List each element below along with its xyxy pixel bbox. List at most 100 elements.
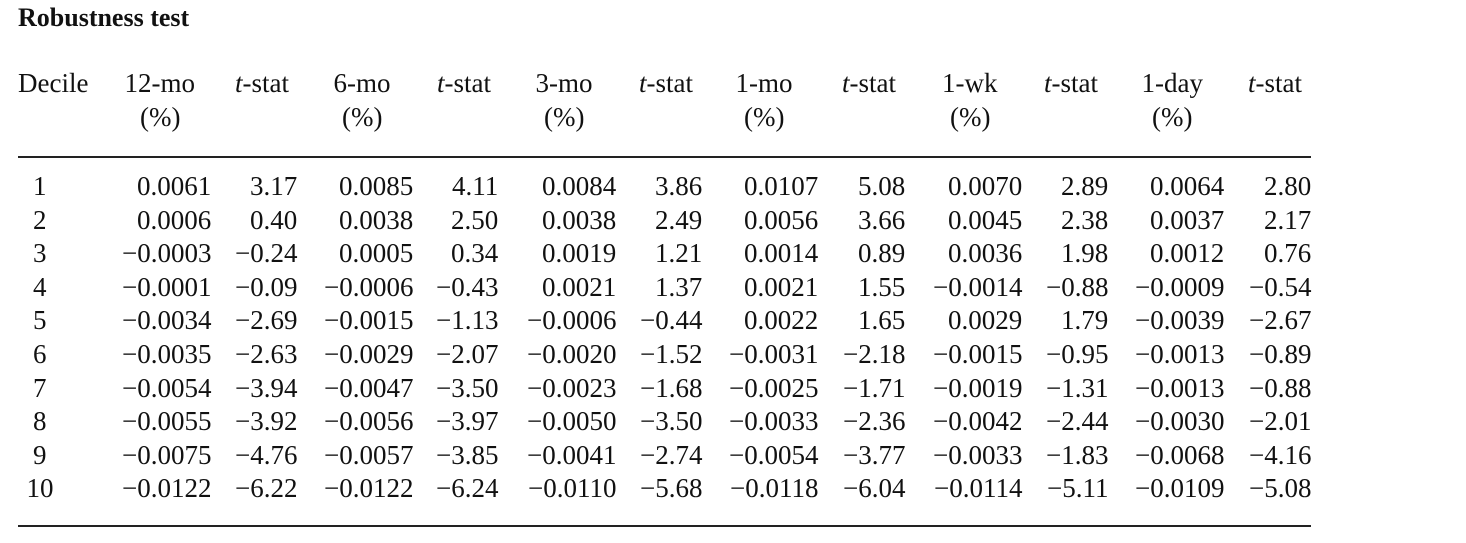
table-cell: 2.17 <box>1264 204 1312 235</box>
table-cell: −0.0009 <box>1135 271 1225 302</box>
table-cell: 0.0012 <box>1150 238 1225 269</box>
table-cell: 0.0070 <box>948 171 1023 201</box>
decile-cell: 6 <box>33 339 47 369</box>
table-cell: −0.0056 <box>324 406 414 437</box>
table-cell: 0.0045 <box>948 204 1023 235</box>
header-rule <box>18 156 1311 158</box>
table-cell: −6.04 <box>843 473 906 504</box>
decile-cell: 9 <box>33 439 47 470</box>
table-cell: −0.0035 <box>122 339 212 369</box>
table-cell: −3.94 <box>235 372 298 403</box>
table-cell: −0.95 <box>1046 339 1109 369</box>
table-cell: −0.88 <box>1046 271 1109 302</box>
table-cell: 1.55 <box>858 271 906 302</box>
table-cell: 0.0029 <box>948 305 1023 336</box>
table-cell: −0.54 <box>1249 271 1312 302</box>
table-cell: −5.68 <box>640 473 703 504</box>
table-cell: −0.0050 <box>527 406 617 437</box>
decile-cell: 8 <box>33 406 47 437</box>
table-cell: −0.0029 <box>324 339 414 369</box>
column-header: t-stat <box>235 68 290 98</box>
table-cell: −0.0033 <box>933 439 1023 470</box>
table-cell: 2.89 <box>1061 171 1109 201</box>
table-title: Robustness test <box>18 3 190 32</box>
table-cell: 0.0036 <box>948 238 1023 269</box>
table-cell: −6.24 <box>436 473 499 504</box>
table-cell: −0.0006 <box>527 305 617 336</box>
column-header-unit: (%) <box>544 102 585 132</box>
column-header-unit: (%) <box>1152 102 1193 132</box>
decile-cell: 5 <box>33 305 47 336</box>
table-cell: −0.0034 <box>122 305 212 336</box>
table-cell: −0.0109 <box>1135 473 1225 504</box>
table-cell: −0.0019 <box>933 372 1023 403</box>
table-cell: 2.38 <box>1061 204 1109 235</box>
table-cell: 3.66 <box>858 204 906 235</box>
table-cell: −3.97 <box>436 406 499 437</box>
table-cell: 0.0064 <box>1150 171 1225 201</box>
table-cell: −2.07 <box>436 339 499 369</box>
table-cell: −2.44 <box>1046 406 1109 437</box>
table-cell: 4.11 <box>452 171 499 201</box>
table-cell: −4.76 <box>235 439 298 470</box>
table-cell: −0.0014 <box>933 271 1023 302</box>
table-cell: −1.52 <box>640 339 703 369</box>
table-cell: −3.92 <box>235 406 298 437</box>
table-cell: −0.0033 <box>729 406 819 437</box>
table-cell: −0.0068 <box>1135 439 1225 470</box>
table-cell: −0.0114 <box>934 473 1023 504</box>
table-cell: −0.24 <box>235 238 298 269</box>
table-cell: −0.0042 <box>933 406 1023 437</box>
bottom-rule <box>18 525 1311 527</box>
table-cell: −0.0006 <box>324 271 414 302</box>
table-cell: 2.80 <box>1264 171 1312 201</box>
table-cell: 0.89 <box>858 238 906 269</box>
table-cell: 0.0084 <box>542 171 617 201</box>
table-cell: 1.21 <box>655 238 703 269</box>
table-cell: 1.98 <box>1061 238 1109 269</box>
decile-cell: 2 <box>33 204 47 235</box>
table-cell: −2.74 <box>640 439 703 470</box>
table-cell: −0.0047 <box>324 372 414 403</box>
table-cell: −0.0122 <box>122 473 212 504</box>
table-cell: −2.18 <box>843 339 906 369</box>
table-cell: 1.37 <box>655 271 703 302</box>
column-header: 12-mo <box>124 68 196 98</box>
column-header: 1-mo <box>735 68 793 98</box>
column-header: 3-mo <box>535 68 593 98</box>
table-cell: −6.22 <box>235 473 298 504</box>
table-cell: −0.0057 <box>324 439 414 470</box>
table-cell: −2.67 <box>1249 305 1312 336</box>
column-header: t-stat <box>1044 68 1099 98</box>
column-header-unit: (%) <box>342 102 383 132</box>
table-cell: −0.0031 <box>729 339 819 369</box>
table-cell: −0.0030 <box>1135 406 1225 437</box>
column-header: Decile <box>18 68 89 98</box>
table-cell: −1.31 <box>1046 372 1109 403</box>
table-cell: −0.0054 <box>122 372 212 403</box>
table-cell: −5.11 <box>1047 473 1109 504</box>
decile-cell: 4 <box>33 271 47 302</box>
table-cell: −0.0039 <box>1135 305 1225 336</box>
table-cell: 0.0056 <box>744 204 819 235</box>
table-cell: −0.0122 <box>324 473 414 504</box>
table-cell: 3.17 <box>250 171 298 201</box>
table-cell: −0.0003 <box>122 238 212 269</box>
column-header-unit: (%) <box>950 102 991 132</box>
column-header: t-stat <box>842 68 897 98</box>
column-header: 6-mo <box>333 68 391 98</box>
column-header: t-stat <box>639 68 694 98</box>
column-header: t-stat <box>1248 68 1303 98</box>
table-cell: −2.63 <box>235 339 298 369</box>
column-header: t-stat <box>437 68 492 98</box>
table-cell: 0.0022 <box>744 305 819 336</box>
table-cell: −5.08 <box>1249 473 1312 504</box>
table-cell: 0.34 <box>451 238 499 269</box>
table-cell: −0.0020 <box>527 339 617 369</box>
table-cell: −1.83 <box>1046 439 1109 470</box>
table-cell: 0.0107 <box>744 171 819 201</box>
table-cell: −4.16 <box>1249 439 1312 470</box>
table-cell: 0.40 <box>250 204 298 235</box>
decile-cell: 10 <box>26 473 54 504</box>
